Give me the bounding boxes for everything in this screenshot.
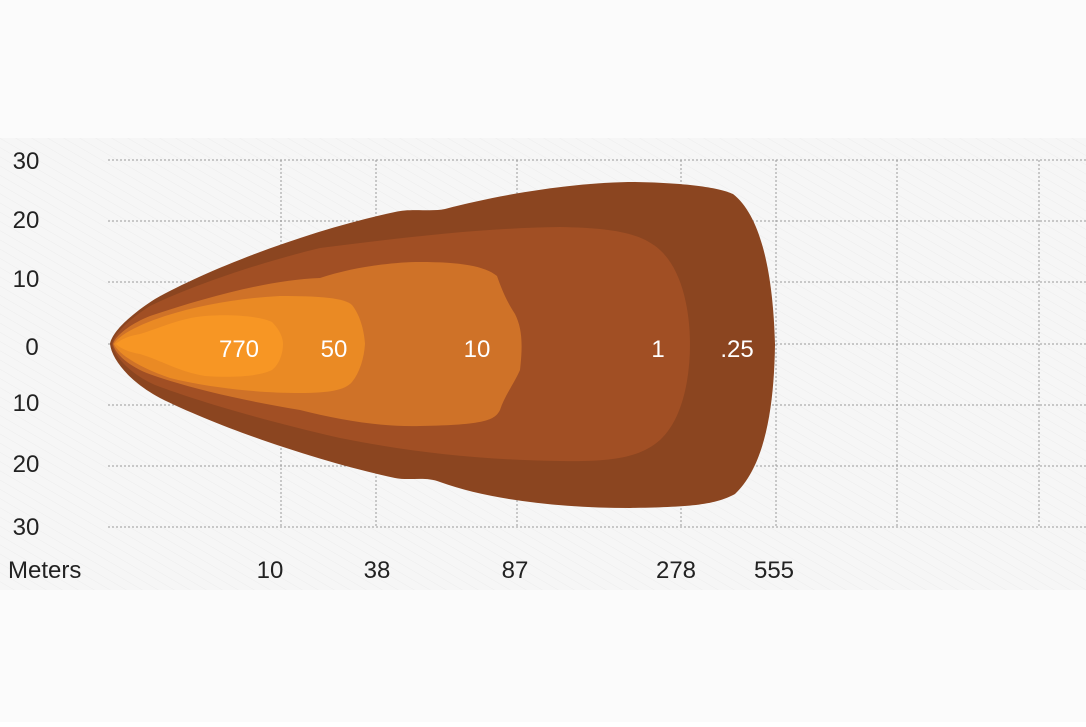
x-tick-label: 87 <box>502 557 529 584</box>
zone-label-0-25: .25 <box>720 336 753 363</box>
x-tick-label: 38 <box>364 557 391 584</box>
x-tick-label: 555 <box>754 557 794 584</box>
y-tick-label: 30 <box>13 148 40 175</box>
zone-label-1: 1 <box>651 336 664 363</box>
y-tick-label: 20 <box>13 207 40 234</box>
y-tick-label: 10 <box>13 266 40 293</box>
x-tick-label: 10 <box>257 557 284 584</box>
y-tick-label: 10 <box>13 390 40 417</box>
zone-shape-770 <box>116 315 283 377</box>
zone-label-770: 770 <box>219 336 259 363</box>
zone-label-10: 10 <box>464 336 491 363</box>
x-axis: Meters 10 38 87 278 555 <box>8 557 794 584</box>
y-tick-label: 0 <box>25 334 38 361</box>
y-tick-label: 20 <box>13 451 40 478</box>
x-tick-label: 278 <box>656 557 696 584</box>
top-texture-band <box>0 0 1086 138</box>
zone-labels: 770 50 10 1 .25 <box>219 336 754 363</box>
bottom-texture-band <box>0 590 1086 722</box>
x-axis-title: Meters <box>8 557 81 584</box>
zone-label-50: 50 <box>321 336 348 363</box>
y-tick-label: 30 <box>13 514 40 541</box>
y-axis: 30 20 10 0 10 20 30 <box>13 148 40 541</box>
